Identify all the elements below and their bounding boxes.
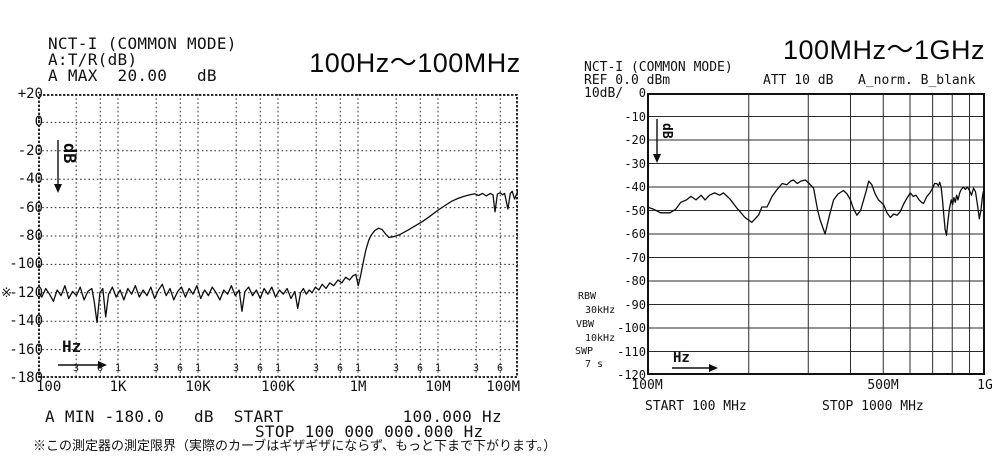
y-tick-label: -20	[624, 133, 646, 147]
right-header-line1: NCT-I (COMMON MODE)	[584, 60, 733, 75]
measurement-limit-note: ※この測定器の測定限界（実際のカーブはギザギザにならず、もっと下まで下がります。…	[33, 438, 557, 453]
y-tick-label: -140	[9, 313, 43, 329]
left-footer-line2: STOP 100 000 000.000 Hz	[255, 422, 484, 441]
x-tick-label: 1G	[977, 378, 993, 393]
minor-tick-label: 3	[392, 363, 400, 374]
right-chart-plot: dB	[647, 93, 985, 375]
ref-level-label: REF 0.0 dBm	[584, 73, 671, 88]
y-tick-label: -10	[624, 110, 646, 124]
minor-tick-label: 1	[274, 363, 282, 374]
y-tick-label: -110	[617, 345, 646, 359]
y-tick-label: -50	[624, 204, 646, 218]
minor-tick-label: 6	[256, 363, 264, 374]
minor-tick-label: 6	[96, 363, 104, 374]
sweep-label: SWP	[575, 346, 594, 357]
minor-tick-label: 1	[194, 363, 202, 374]
x-tick-label: 100M	[486, 379, 520, 395]
y-tick-label: 0	[34, 114, 43, 130]
minor-tick-label: 6	[416, 363, 424, 374]
trace-mode-label: A_norm. B_blank	[858, 73, 976, 88]
minor-tick-label: 6	[496, 363, 504, 374]
x-tick-label: 1M	[349, 379, 367, 395]
hz-axis-unit-label: Hz	[673, 350, 690, 366]
hz-axis-unit-label: Hz	[62, 337, 82, 356]
minor-tick-label: 1	[114, 363, 122, 374]
y-tick-label: -120	[9, 285, 43, 301]
db-axis-unit-label: dB	[659, 123, 674, 139]
y-tick-label: -40	[624, 180, 646, 194]
y-tick-label: -90	[624, 298, 646, 312]
left-chart-title: 100Hz～100MHz	[309, 48, 521, 78]
sweep-value: 7 s	[585, 359, 604, 370]
attenuation-label: ATT 10 dB	[763, 73, 834, 88]
left-footer-line1: A MIN -180.0 dB START 100.000 Hz	[45, 407, 502, 426]
x-tick-label: 100M	[631, 378, 663, 393]
scale-per-div-label: 10dB/	[584, 86, 624, 101]
x-tick-label: 1K	[109, 379, 127, 395]
measurement-trace	[38, 189, 518, 324]
left-chart-plot: dB	[38, 94, 518, 378]
minor-tick-label: 3	[152, 363, 160, 374]
start-frequency-label: START 100 MHz	[645, 399, 747, 414]
left-header-line3: A MAX 20.00 dB	[48, 66, 217, 85]
y-tick-label: -30	[624, 157, 646, 171]
rbw-value: 30kHz	[585, 305, 616, 316]
limit-marker: ※	[1, 286, 12, 301]
x-tick-label: 10K	[185, 379, 211, 395]
y-tick-label: -100	[617, 321, 646, 335]
minor-tick-label: 3	[312, 363, 320, 374]
measurement-trace	[647, 179, 985, 236]
y-tick-label: -40	[17, 171, 43, 187]
stop-frequency-label: STOP 1000 MHz	[822, 399, 924, 414]
y-tick-label: 0	[638, 86, 646, 100]
y-tick-label: -60	[624, 227, 646, 241]
y-tick-label: -100	[9, 256, 43, 272]
minor-tick-label: 6	[176, 363, 184, 374]
rbw-label: RBW	[578, 291, 597, 302]
minor-tick-label: 3	[232, 363, 240, 374]
left-header-line1: NCT-I (COMMON MODE)	[48, 34, 237, 53]
minor-tick-label: 3	[72, 363, 80, 374]
vbw-value: 10kHz	[585, 333, 616, 344]
y-tick-label: +20	[17, 86, 43, 102]
minor-tick-label: 1	[354, 363, 362, 374]
minor-tick-label: 1	[434, 363, 442, 374]
vbw-label: VBW	[576, 319, 595, 330]
left-header-line2: A:T/R(dB)	[48, 50, 138, 69]
x-tick-label: 500M	[867, 378, 899, 393]
minor-tick-label: 6	[336, 363, 344, 374]
y-tick-label: -70	[624, 251, 646, 265]
db-axis-unit-label: dB	[59, 143, 79, 163]
x-tick-label: 10M	[425, 379, 451, 395]
y-tick-label: -80	[624, 274, 646, 288]
minor-tick-label: 3	[472, 363, 480, 374]
right-chart-title: 100MHz～1GHz	[782, 35, 986, 65]
y-tick-label: -120	[617, 368, 646, 382]
y-tick-label: -60	[17, 200, 43, 216]
x-tick-label: 100	[36, 379, 62, 395]
y-tick-label: -20	[17, 143, 43, 159]
y-tick-label: -180	[9, 370, 43, 386]
y-tick-label: -160	[9, 342, 43, 358]
x-tick-label: 100K	[261, 379, 295, 395]
y-tick-label: -80	[17, 228, 43, 244]
